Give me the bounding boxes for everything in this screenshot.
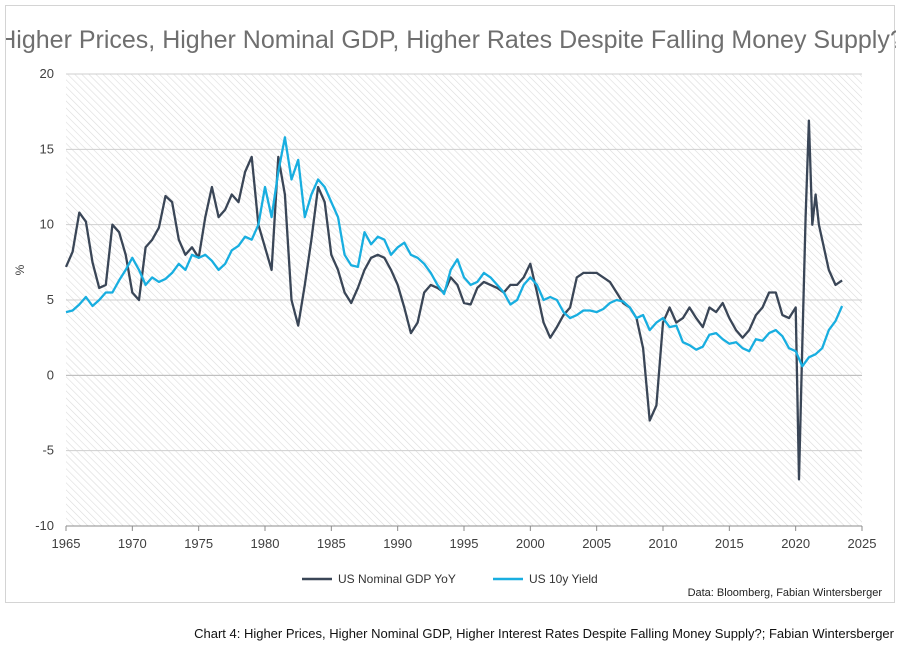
x-tick-label: 1990: [383, 536, 412, 551]
legend: US Nominal GDP YoY US 10y Yield: [302, 572, 598, 586]
x-tick-label: 2005: [582, 536, 611, 551]
figure-caption: Chart 4: Higher Prices, Higher Nominal G…: [194, 626, 894, 641]
x-tick-label: 1975: [184, 536, 213, 551]
y-tick-label: 15: [40, 141, 54, 156]
x-tick-label: 1970: [118, 536, 147, 551]
x-tick-label: 1995: [450, 536, 479, 551]
source-note: Data: Bloomberg, Fabian Wintersberger: [688, 587, 883, 599]
series-layer: [64, 119, 844, 481]
y-tick-label: 10: [40, 217, 54, 232]
chart-title: Higher Prices, Higher Nominal GDP, Highe…: [6, 26, 896, 54]
legend-label-0: US Nominal GDP YoY: [338, 572, 456, 586]
y-tick-label: 5: [47, 292, 54, 307]
x-tick-label: 1980: [251, 536, 280, 551]
axes: -10 -5 0 5 10 15 20 1965 1970 1975 1980 1985 1990 199…: [35, 66, 876, 551]
x-tick-label: 2010: [649, 536, 678, 551]
x-tick-label: 1985: [317, 536, 346, 551]
y-tick-label: 20: [40, 66, 54, 81]
series-line-1: [65, 136, 844, 368]
y-axis-label: %: [13, 264, 27, 275]
legend-label-1: US 10y Yield: [529, 572, 598, 586]
y-tick-label: -5: [42, 443, 54, 458]
x-tick-label: 1965: [52, 536, 81, 551]
y-tick-label: -10: [35, 518, 54, 533]
line-chart: Higher Prices, Higher Nominal GDP, Highe…: [6, 26, 896, 599]
chart-frame: Higher Prices, Higher Nominal GDP, Highe…: [5, 5, 896, 603]
x-tick-label: 2000: [516, 536, 545, 551]
y-tick-label: 0: [47, 367, 54, 382]
x-tick-label: 2025: [848, 536, 877, 551]
x-tick-label: 2015: [715, 536, 744, 551]
x-tick-label: 2020: [781, 536, 810, 551]
series-line-0: [64, 119, 843, 481]
